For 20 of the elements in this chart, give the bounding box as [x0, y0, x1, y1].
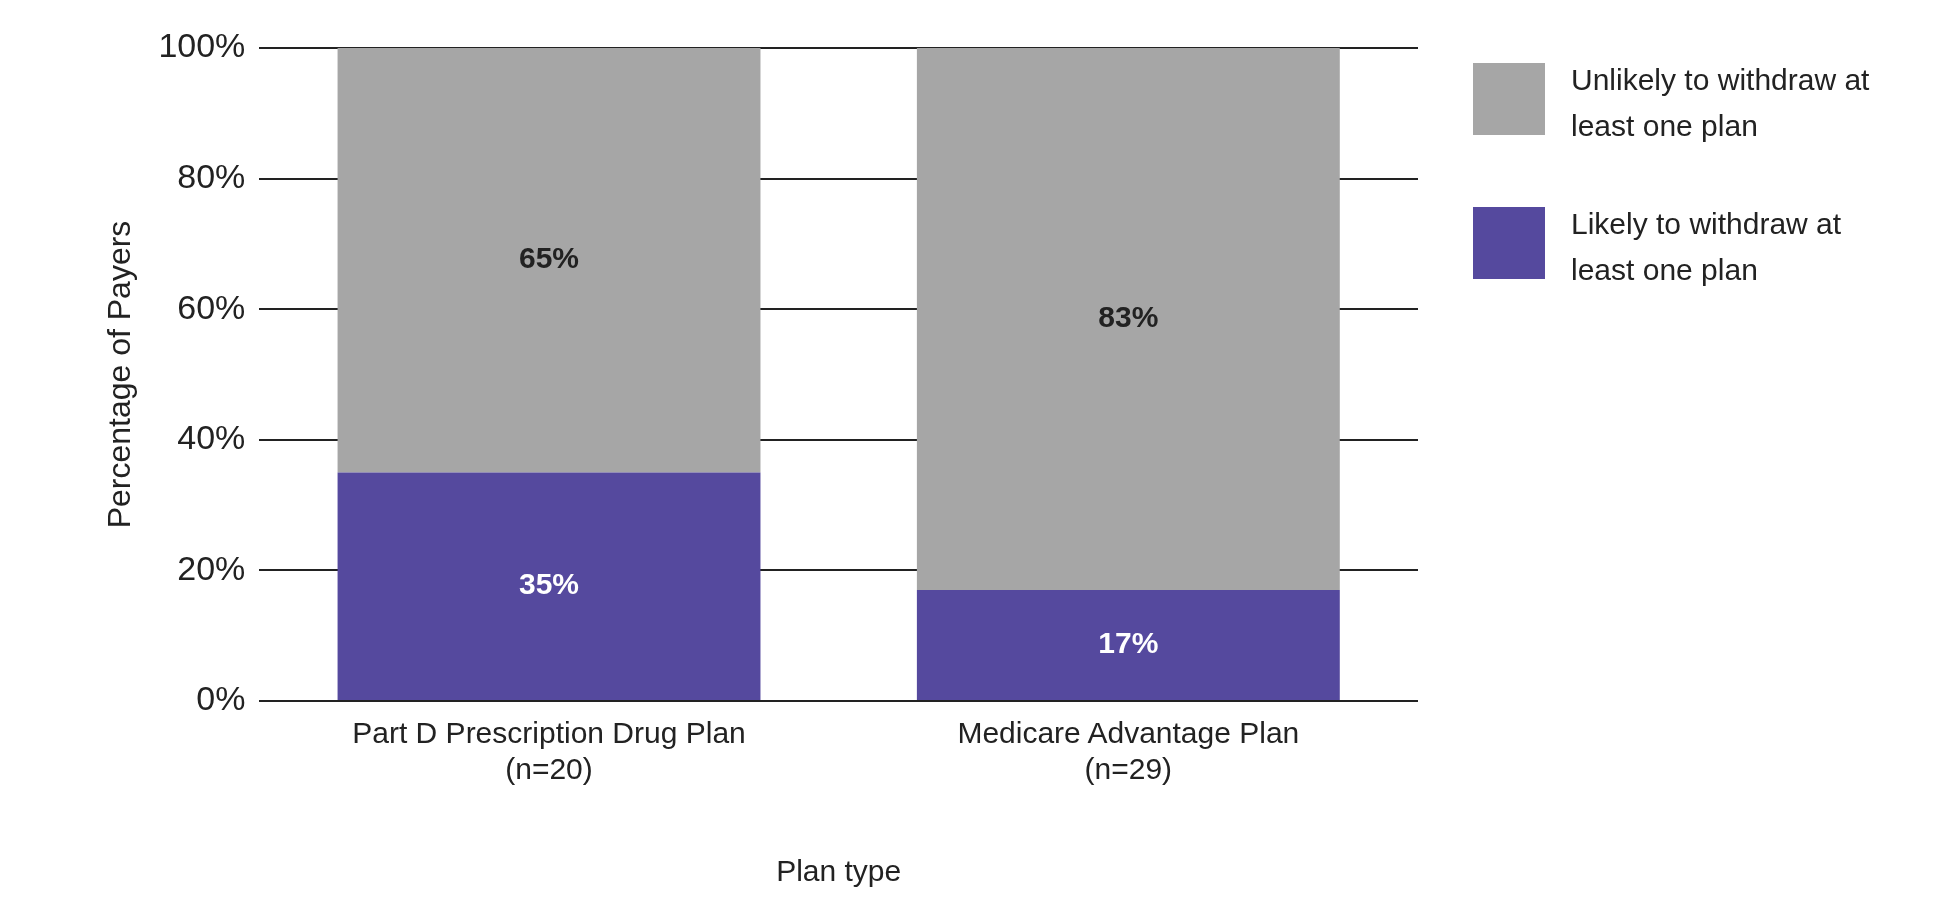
- x-tick-label: Part D Prescription Drug Plan (n=20): [352, 716, 746, 786]
- x-tick-label: Medicare Advantage Plan (n=29): [957, 716, 1300, 786]
- legend-label: Likely to withdraw at least one plan: [1571, 206, 1843, 288]
- bar: [916, 48, 1340, 590]
- data-label: 35%: [519, 567, 580, 601]
- bar: [337, 472, 761, 700]
- bar: [337, 48, 761, 473]
- x-axis-title: Plan type: [776, 854, 902, 888]
- y-tick-label: 40%: [177, 418, 246, 457]
- data-label: 83%: [1098, 300, 1159, 334]
- legend-label: Unlikely to withdraw at least one plan: [1571, 62, 1871, 144]
- data-label: 17%: [1098, 626, 1159, 660]
- bar: [916, 589, 1340, 700]
- y-axis-title: Percentage of Payers: [101, 220, 138, 529]
- y-tick-label: 0%: [196, 679, 246, 718]
- data-label: 65%: [519, 241, 580, 275]
- y-tick-label: 80%: [177, 156, 246, 195]
- y-tick-label: 100%: [158, 26, 246, 65]
- y-tick-label: 20%: [177, 548, 246, 587]
- y-tick-label: 60%: [177, 287, 246, 326]
